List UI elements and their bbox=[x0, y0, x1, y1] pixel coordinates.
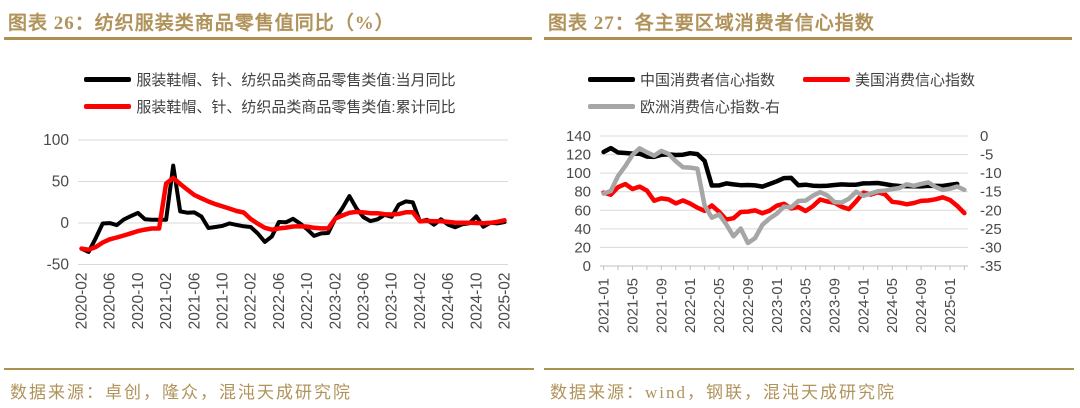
legend-label: 服装鞋帽、针、纺织品类商品零售类值:累计同比 bbox=[136, 99, 456, 116]
black-line-marker-icon bbox=[588, 77, 635, 82]
svg-text:60: 60 bbox=[574, 202, 591, 219]
svg-text:-25: -25 bbox=[980, 221, 1002, 238]
legend-item-us-cci: 美国消费信心指数 bbox=[803, 69, 975, 90]
svg-text:2022-05: 2022-05 bbox=[711, 278, 728, 333]
legend-row: 服装鞋帽、针、纺织品类商品零售类值:累计同比 bbox=[0, 93, 540, 120]
figure-26-legend: 服装鞋帽、针、纺织品类商品零售类值:当月同比 服装鞋帽、针、纺织品类商品零售类值… bbox=[0, 66, 540, 120]
svg-text:2024-10: 2024-10 bbox=[468, 272, 485, 329]
svg-text:2022-01: 2022-01 bbox=[682, 278, 699, 333]
legend-item-cumulative-yoy: 服装鞋帽、针、纺织品类商品零售类值:累计同比 bbox=[84, 96, 456, 117]
svg-text:100: 100 bbox=[566, 165, 591, 182]
svg-text:2021-05: 2021-05 bbox=[624, 278, 641, 333]
black-line-marker-icon bbox=[84, 77, 132, 82]
svg-text:2020-02: 2020-02 bbox=[74, 273, 91, 330]
figure-26-footer-rule bbox=[4, 368, 534, 370]
svg-text:2025-02: 2025-02 bbox=[496, 273, 513, 330]
legend-row: 中国消费者信心指数 美国消费信心指数 bbox=[540, 66, 1080, 93]
svg-text:40: 40 bbox=[574, 221, 591, 238]
legend-label: 欧洲消费信心指数-右 bbox=[640, 99, 780, 116]
gray-line-marker-icon bbox=[588, 104, 635, 109]
svg-text:100: 100 bbox=[43, 132, 69, 149]
svg-text:2020-06: 2020-06 bbox=[102, 273, 119, 330]
svg-text:2023-06: 2023-06 bbox=[355, 273, 372, 330]
svg-text:2021-10: 2021-10 bbox=[215, 272, 232, 329]
figure-27-source-text: 数据来源：wind，钢联，混沌天成研究院 bbox=[550, 383, 896, 402]
legend-row: 欧洲消费信心指数-右 bbox=[540, 93, 1080, 120]
svg-text:2021-02: 2021-02 bbox=[158, 273, 175, 330]
svg-text:-35: -35 bbox=[980, 258, 1002, 275]
svg-text:2023-05: 2023-05 bbox=[798, 278, 815, 333]
legend-label: 美国消费信心指数 bbox=[855, 72, 976, 89]
svg-text:2023-10: 2023-10 bbox=[384, 272, 401, 329]
svg-text:-30: -30 bbox=[980, 239, 1002, 256]
svg-text:0: 0 bbox=[60, 215, 69, 232]
svg-text:120: 120 bbox=[566, 147, 591, 164]
figure-26-title-rule bbox=[4, 37, 532, 40]
figure-27-title: 图表 27：各主要区域消费者信心指数 bbox=[548, 13, 875, 34]
svg-text:50: 50 bbox=[52, 174, 70, 191]
svg-text:0: 0 bbox=[583, 258, 591, 275]
svg-text:140: 140 bbox=[566, 128, 591, 145]
figure-27-panel: 图表 27：各主要区域消费者信心指数 中国消费者信心指数 美国消费信心指数 欧洲… bbox=[540, 0, 1080, 408]
legend-row: 服装鞋帽、针、纺织品类商品零售类值:当月同比 bbox=[0, 66, 540, 93]
svg-text:-10: -10 bbox=[980, 165, 1002, 182]
figure-26-title: 图表 26：纺织服装类商品零售值同比（%） bbox=[8, 13, 395, 34]
red-line-marker-icon bbox=[803, 77, 850, 82]
svg-text:2025-01: 2025-01 bbox=[942, 278, 959, 333]
svg-text:2022-09: 2022-09 bbox=[740, 278, 757, 333]
red-line-marker-icon bbox=[84, 104, 132, 109]
legend-item-china-cci: 中国消费者信心指数 bbox=[588, 69, 803, 90]
legend-item-monthly-yoy: 服装鞋帽、针、纺织品类商品零售类值:当月同比 bbox=[84, 69, 456, 90]
svg-text:2023-01: 2023-01 bbox=[769, 278, 786, 333]
svg-text:-15: -15 bbox=[980, 184, 1002, 201]
svg-text:0: 0 bbox=[980, 128, 988, 145]
figure-26-panel: 图表 26：纺织服装类商品零售值同比（%） 服装鞋帽、针、纺织品类商品零售类值:… bbox=[0, 13, 540, 402]
figure-26-source-text: 数据来源：卓创，隆众，混沌天成研究院 bbox=[10, 383, 352, 402]
svg-text:2024-01: 2024-01 bbox=[855, 278, 872, 333]
svg-text:2021-09: 2021-09 bbox=[653, 278, 670, 333]
svg-text:20: 20 bbox=[574, 239, 591, 256]
figure-27-footer-rule bbox=[544, 368, 1074, 370]
svg-text:2024-06: 2024-06 bbox=[440, 273, 457, 330]
svg-text:80: 80 bbox=[574, 184, 591, 201]
svg-text:-5: -5 bbox=[980, 147, 993, 164]
svg-text:-20: -20 bbox=[980, 202, 1002, 219]
svg-text:2021-01: 2021-01 bbox=[596, 278, 613, 333]
svg-text:2022-10: 2022-10 bbox=[299, 272, 316, 329]
svg-text:2022-02: 2022-02 bbox=[243, 273, 260, 330]
legend-item-europe-cci: 欧洲消费信心指数-右 bbox=[588, 96, 780, 117]
svg-text:2024-05: 2024-05 bbox=[884, 278, 901, 333]
legend-label: 服装鞋帽、针、纺织品类商品零售类值:当月同比 bbox=[136, 72, 456, 89]
svg-text:2023-02: 2023-02 bbox=[327, 273, 344, 330]
svg-text:2024-09: 2024-09 bbox=[913, 278, 930, 333]
figure-27-legend: 中国消费者信心指数 美国消费信心指数 欧洲消费信心指数-右 bbox=[540, 66, 1080, 120]
svg-text:2022-06: 2022-06 bbox=[271, 273, 288, 330]
figure-27-title-rule bbox=[544, 37, 1072, 40]
svg-text:2024-02: 2024-02 bbox=[412, 273, 429, 330]
svg-text:-50: -50 bbox=[47, 257, 70, 274]
svg-text:2021-06: 2021-06 bbox=[186, 273, 203, 330]
legend-label: 中国消费者信心指数 bbox=[640, 72, 776, 89]
svg-text:2020-10: 2020-10 bbox=[130, 272, 147, 329]
svg-text:2023-09: 2023-09 bbox=[827, 278, 844, 333]
